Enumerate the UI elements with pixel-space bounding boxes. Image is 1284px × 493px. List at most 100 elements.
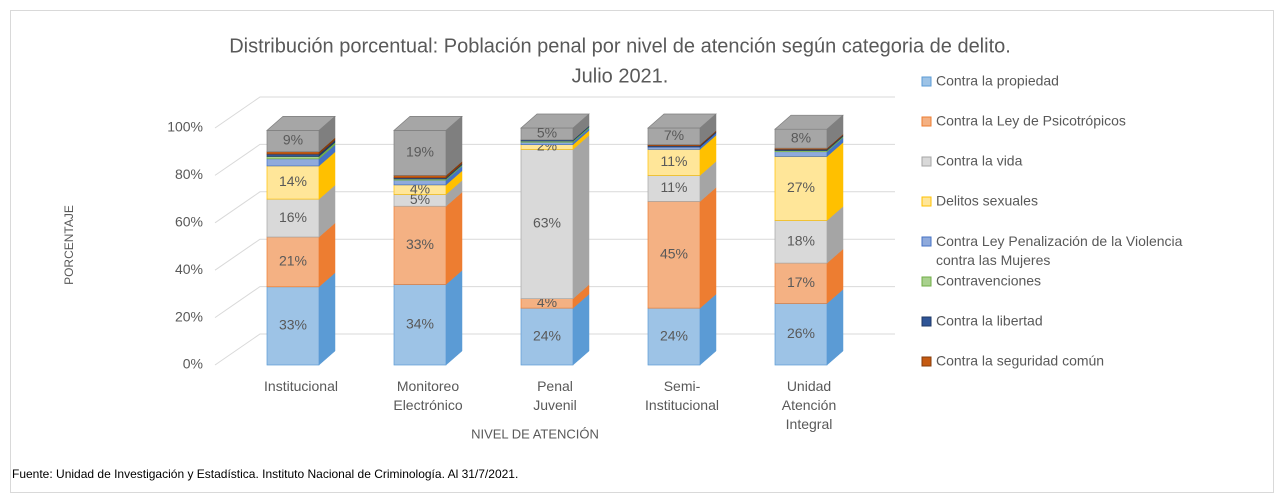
data-label: 33%: [279, 317, 307, 333]
chart-title: Distribución porcentual: Población penal…: [229, 35, 1011, 57]
bar-segment: [520, 134, 590, 300]
bar-front: [393, 179, 447, 186]
y-tick-label: 80%: [175, 166, 203, 182]
data-label: 7%: [664, 127, 684, 143]
bar-segment: [774, 114, 844, 149]
bar-front: [520, 141, 574, 145]
data-label: 26%: [787, 325, 815, 341]
data-label: 24%: [533, 327, 561, 343]
bar-side: [445, 269, 463, 366]
bar-front: [393, 205, 447, 285]
bar-front: [266, 156, 320, 160]
y-tick-label: 60%: [175, 214, 203, 230]
chart-frame: [10, 10, 1274, 493]
data-label: 14%: [279, 173, 307, 189]
bar-segment: [647, 134, 717, 176]
bar-segment: [647, 160, 717, 203]
legend-label: Contra la vida: [936, 153, 1023, 169]
chart-title: Julio 2021.: [572, 65, 669, 87]
bar-front: [520, 148, 574, 299]
y-tick-label: 20%: [175, 308, 203, 324]
bar-side: [445, 191, 463, 285]
bar-top: [393, 116, 463, 131]
grid-line: [214, 96, 895, 129]
source-note: Fuente: Unidad de Investigación y Estadí…: [12, 467, 518, 481]
legend-label: Contravenciones: [936, 273, 1041, 289]
bar-segment: [266, 222, 336, 288]
bar-front: [647, 307, 701, 366]
legend-swatch: [921, 76, 932, 87]
data-label: 8%: [791, 129, 811, 145]
bar-front: [266, 153, 320, 157]
legend-swatch: [921, 196, 932, 207]
bar-front: [266, 151, 320, 155]
bar-segment: [393, 191, 463, 285]
legend-swatch: [921, 156, 932, 167]
data-label: 34%: [406, 315, 434, 331]
bar-segment: [647, 293, 717, 366]
y-tick-label: 0%: [183, 356, 203, 372]
legend-item: Contra la propiedad: [921, 73, 1059, 89]
legend-swatch: [921, 236, 932, 247]
legend-item: Contra Ley Penalización de la Violencia c…: [921, 233, 1183, 268]
data-label: 19%: [406, 144, 434, 160]
data-label: 11%: [661, 153, 688, 169]
bar-front: [647, 148, 701, 176]
bar-front: [266, 158, 320, 167]
legend-label: Contra la libertad: [936, 313, 1043, 329]
legend-label: Contra la propiedad: [936, 73, 1059, 89]
bar-front: [393, 284, 447, 366]
bar-front: [774, 220, 828, 264]
data-label: 27%: [787, 179, 815, 195]
data-label: 5%: [537, 125, 557, 141]
data-label: 24%: [660, 327, 688, 343]
bar-segment: [520, 293, 590, 366]
legend-label: Contra Ley Penalización de la Violencia c…: [936, 233, 1183, 268]
bar-segment: [266, 139, 336, 157]
data-label: 21%: [279, 253, 307, 269]
legend-item: Delitos sexuales: [921, 193, 1038, 209]
bar-top: [520, 113, 590, 129]
bar-front: [647, 175, 701, 202]
bar-side: [699, 186, 717, 309]
bar-segment: [520, 113, 590, 141]
bar-front: [647, 201, 701, 309]
bar-segment: [393, 115, 463, 176]
bar-front: [774, 156, 828, 221]
bar-front: [393, 130, 447, 176]
bar-top: [266, 116, 336, 131]
legend-swatch: [921, 356, 932, 367]
bar-segment: [393, 269, 463, 366]
data-label: 63%: [533, 215, 561, 231]
x-tick-label: Penal Juvenil: [533, 378, 577, 413]
bar-front: [520, 307, 574, 366]
data-label: 5%: [410, 191, 430, 207]
data-label: 9%: [283, 132, 303, 148]
bar-front: [647, 146, 701, 150]
legend-swatch: [921, 316, 932, 327]
legend-swatch: [921, 276, 932, 287]
bar-segment: [774, 205, 844, 264]
legend-label: Contra la Ley de Psicotrópicos: [936, 113, 1126, 129]
legend-item: Contra la seguridad común: [921, 353, 1104, 369]
legend-item: Contravenciones: [921, 273, 1041, 289]
x-axis-label: NIVEL DE ATENCIÓN: [471, 426, 599, 441]
bar-front: [774, 151, 828, 157]
legend-label: Delitos sexuales: [936, 193, 1038, 209]
bar-segment: [774, 141, 844, 221]
data-label: 45%: [660, 245, 688, 261]
legend-item: Contra la libertad: [921, 313, 1043, 329]
data-label: 17%: [787, 274, 815, 290]
data-label: 18%: [787, 232, 815, 248]
x-tick-label: Unidad Atención Integral: [782, 378, 836, 432]
bar-front: [266, 198, 320, 238]
y-tick-label: 40%: [175, 261, 203, 277]
bar-front: [266, 236, 320, 288]
bar-segment: [266, 184, 336, 238]
bar-front: [393, 175, 447, 179]
bar-segment: [266, 115, 336, 153]
legend-item: Contra la Ley de Psicotrópicos: [921, 113, 1126, 129]
y-axis-label: PORCENTAJE: [62, 205, 76, 285]
